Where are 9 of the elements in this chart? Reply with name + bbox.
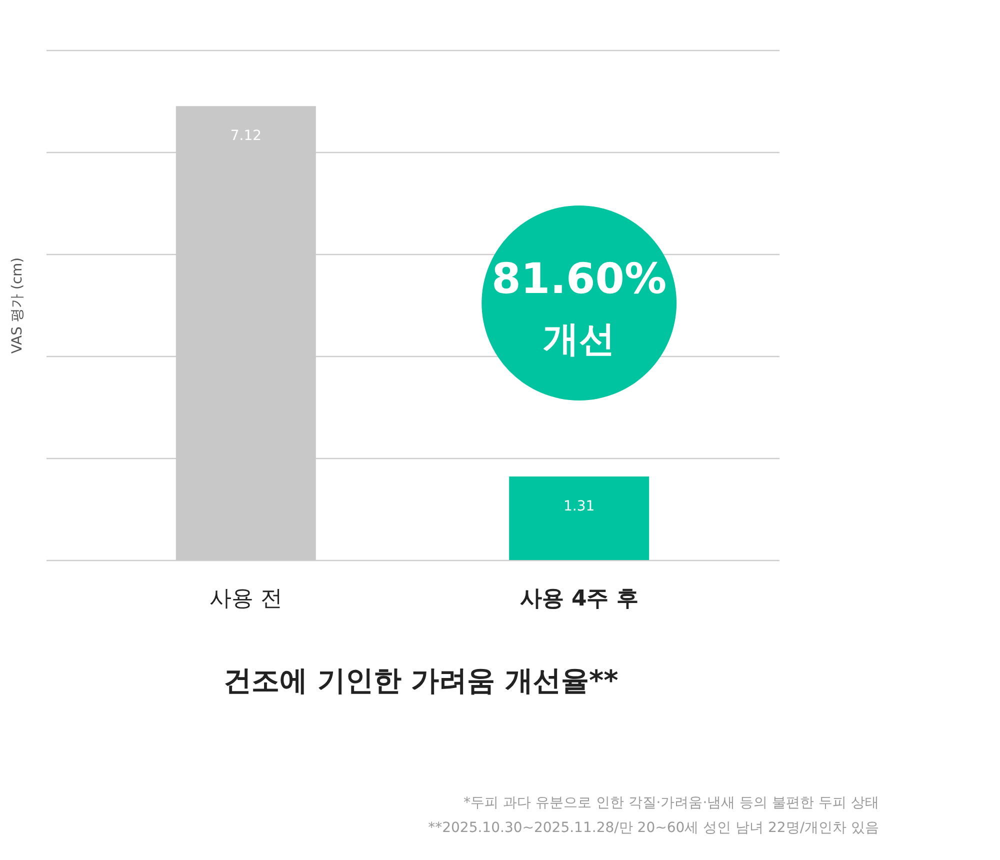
- y-axis-title: VAS 평가 (cm): [10, 257, 26, 354]
- text: 건조에 기인한 가려움 개선율**: [224, 664, 619, 697]
- annotation: 개선: [543, 319, 616, 360]
- annotation: 81.60%: [492, 254, 667, 303]
- text: *두피 과다 유분으로 인한 각질·가려움·냄새 등의 불편한 두피 상태: [463, 795, 879, 811]
- text: **2025.10.30~2025.11.28/만 20~60세 성인 남녀 22명/개인차 있음: [428, 820, 879, 836]
- x-tick-label: 사용 4주 후: [520, 586, 638, 612]
- x-tick-label: 사용 전: [209, 586, 282, 612]
- data-label: 1.31: [564, 498, 595, 514]
